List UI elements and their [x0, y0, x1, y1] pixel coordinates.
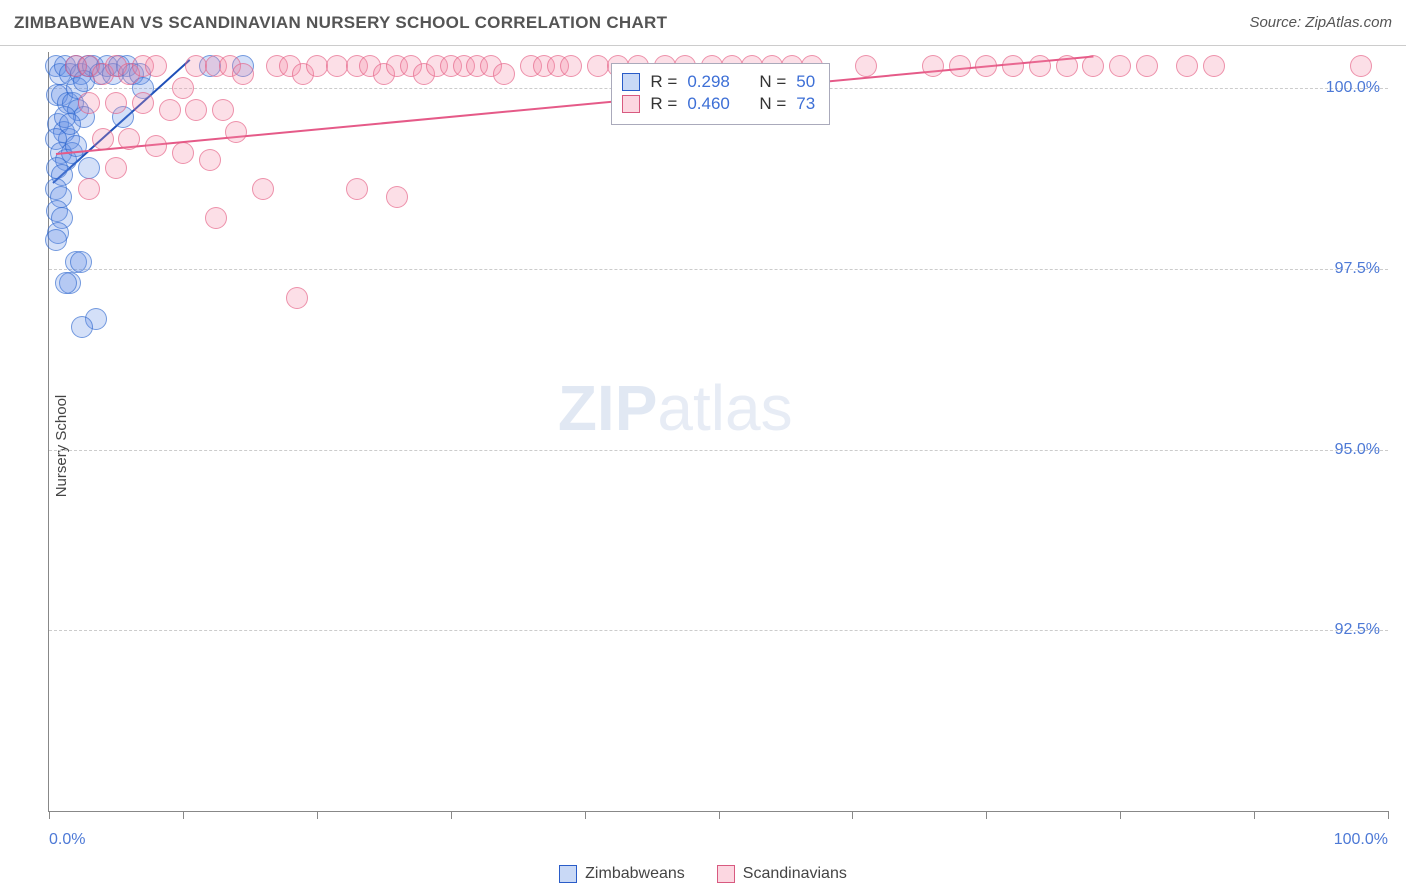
data-point [286, 287, 308, 309]
x-tick [1388, 811, 1389, 819]
data-point [105, 157, 127, 179]
x-tick [1120, 811, 1121, 819]
stats-row-pink: R = 0.460 N = 73 [622, 94, 815, 114]
data-point [92, 128, 114, 150]
data-point [45, 229, 67, 251]
data-point [145, 55, 167, 77]
stats-swatch [622, 73, 640, 91]
stats-r-prefix: R = [650, 94, 677, 114]
data-point [185, 99, 207, 121]
gridline [49, 269, 1388, 270]
data-point [560, 55, 582, 77]
legend-item-zimbabweans: Zimbabweans [559, 865, 685, 883]
data-point [493, 63, 515, 85]
data-point [1002, 55, 1024, 77]
data-point [145, 135, 167, 157]
x-tick [852, 811, 853, 819]
chart-title: ZIMBABWEAN VS SCANDINAVIAN NURSERY SCHOO… [14, 13, 667, 33]
data-point [212, 99, 234, 121]
data-point [1029, 55, 1051, 77]
chart-header: ZIMBABWEAN VS SCANDINAVIAN NURSERY SCHOO… [0, 0, 1406, 46]
data-point [185, 55, 207, 77]
legend-swatch-blue [559, 865, 577, 883]
data-point [199, 149, 221, 171]
stats-row-blue: R = 0.298 N = 50 [622, 72, 815, 92]
data-point [1109, 55, 1131, 77]
x-tick [986, 811, 987, 819]
chart-source: Source: ZipAtlas.com [1249, 14, 1392, 31]
y-tick-label: 100.0% [1326, 79, 1380, 97]
y-tick-label: 97.5% [1335, 260, 1380, 278]
data-point [922, 55, 944, 77]
x-tick-label: 100.0% [1334, 831, 1388, 849]
x-tick [49, 811, 50, 819]
stats-box: R = 0.298 N = 50 R = 0.460 N = 73 [611, 63, 830, 125]
legend: Zimbabweans Scandinavians [0, 856, 1406, 892]
data-point [132, 92, 154, 114]
x-tick [719, 811, 720, 819]
stats-n-value: 73 [796, 94, 815, 114]
scatter-plot: 92.5%95.0%97.5%100.0%0.0%100.0%ZIPatlasR… [48, 52, 1388, 812]
data-point [225, 121, 247, 143]
x-tick [317, 811, 318, 819]
data-point [1082, 55, 1104, 77]
data-point [71, 316, 93, 338]
data-point [855, 55, 877, 77]
legend-swatch-pink [717, 865, 735, 883]
gridline [49, 630, 1388, 631]
data-point [326, 55, 348, 77]
x-tick [1254, 811, 1255, 819]
gridline [49, 450, 1388, 451]
data-point [172, 77, 194, 99]
data-point [70, 251, 92, 273]
stats-n-prefix: N = [759, 94, 786, 114]
data-point [205, 207, 227, 229]
data-point [1056, 55, 1078, 77]
data-point [975, 55, 997, 77]
stats-r-value: 0.298 [687, 72, 730, 92]
data-point [346, 178, 368, 200]
legend-label: Zimbabweans [585, 865, 685, 883]
data-point [159, 99, 181, 121]
x-tick [585, 811, 586, 819]
data-point [306, 55, 328, 77]
watermark: ZIPatlas [558, 371, 793, 445]
data-point [78, 178, 100, 200]
data-point [252, 178, 274, 200]
y-tick-label: 95.0% [1335, 441, 1380, 459]
data-point [55, 272, 77, 294]
stats-swatch [622, 95, 640, 113]
data-point [1136, 55, 1158, 77]
data-point [587, 55, 609, 77]
x-tick [183, 811, 184, 819]
data-point [1203, 55, 1225, 77]
data-point [78, 92, 100, 114]
stats-r-prefix: R = [650, 72, 677, 92]
x-tick [451, 811, 452, 819]
stats-r-value: 0.460 [687, 94, 730, 114]
x-tick-label: 0.0% [49, 831, 85, 849]
data-point [1176, 55, 1198, 77]
data-point [78, 157, 100, 179]
data-point [386, 186, 408, 208]
data-point [59, 113, 81, 135]
data-point [949, 55, 971, 77]
data-point [172, 142, 194, 164]
stats-n-value: 50 [796, 72, 815, 92]
data-point [105, 92, 127, 114]
data-point [118, 128, 140, 150]
stats-n-prefix: N = [759, 72, 786, 92]
legend-item-scandinavians: Scandinavians [717, 865, 847, 883]
data-point [1350, 55, 1372, 77]
y-tick-label: 92.5% [1335, 621, 1380, 639]
data-point [232, 63, 254, 85]
legend-label: Scandinavians [743, 865, 847, 883]
